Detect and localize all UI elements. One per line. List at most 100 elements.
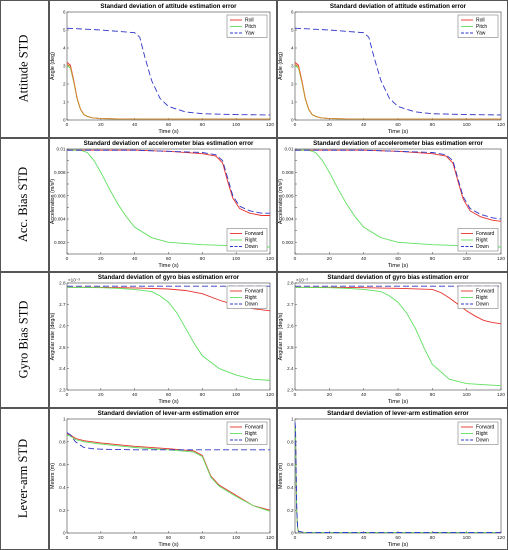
y-tick-label: 2.4 xyxy=(59,366,66,371)
legend-label: Right xyxy=(476,238,488,244)
y-tick-label: 2 xyxy=(63,82,66,87)
x-tick-label: 40 xyxy=(132,122,138,128)
y-axis-label: Acceleration (m/s²) xyxy=(278,179,284,224)
y-tick-label: 2.8 xyxy=(59,281,66,286)
x-tick-label: 120 xyxy=(266,256,274,262)
legend-label: Right xyxy=(476,295,488,301)
legend-label: Roll xyxy=(476,18,485,24)
y-tick-label: 0.01 xyxy=(57,147,66,152)
y-tick-label: 0.4 xyxy=(287,485,294,490)
x-axis-label: Time (s) xyxy=(388,399,408,405)
x-tick-label: 40 xyxy=(361,122,367,128)
x-tick-label: 80 xyxy=(430,256,436,262)
y-axis-label: Angular rate (deg/s) xyxy=(50,312,56,360)
x-tick-label: 100 xyxy=(232,392,240,398)
y-tick-label: 5 xyxy=(63,28,66,33)
chart-title: Standard deviation of gyro bias estimati… xyxy=(98,274,240,281)
chart-0: Standard deviation of attitude estimatio… xyxy=(50,3,274,135)
y-tick-label: 2.7 xyxy=(287,302,294,307)
chart-4: Standard deviation of gyro bias estimati… xyxy=(50,274,274,405)
series-line-right xyxy=(66,434,271,512)
legend-label: Forward xyxy=(476,289,495,295)
chart-title: Standard deviation of lever-arm estimati… xyxy=(327,410,469,417)
x-tick-label: 100 xyxy=(232,122,240,128)
y-tick-label: 0.004 xyxy=(54,217,66,222)
y-tick-label: 1 xyxy=(63,100,66,105)
legend-label: Down xyxy=(476,438,489,444)
y-tick-label: 2.8 xyxy=(287,281,294,286)
x-tick-label: 80 xyxy=(200,392,206,398)
x-tick-label: 0 xyxy=(294,535,297,541)
x-tick-label: 120 xyxy=(497,122,505,128)
x-axis-label: Time (s) xyxy=(158,129,178,135)
chart-title: Standard deviation of attitude estimatio… xyxy=(330,3,467,10)
x-tick-label: 100 xyxy=(232,535,240,541)
y-tick-label: 0.002 xyxy=(282,240,294,245)
x-tick-label: 0 xyxy=(294,256,297,262)
x-tick-label: 40 xyxy=(361,535,367,541)
legend-label: Pitch xyxy=(245,24,256,30)
x-tick-label: 0 xyxy=(66,256,69,262)
legend-label: Forward xyxy=(245,231,264,237)
y-tick-label: 4 xyxy=(291,46,294,51)
x-tick-label: 0 xyxy=(66,535,69,541)
y-tick-label: 1 xyxy=(291,100,294,105)
x-tick-label: 20 xyxy=(327,256,333,262)
y-tick-label: 2.4 xyxy=(287,366,294,371)
series-line-unnamed-3 xyxy=(66,63,270,120)
legend-label: Forward xyxy=(476,231,495,237)
x-tick-label: 40 xyxy=(361,256,367,262)
y-tick-label: 0 xyxy=(291,531,294,536)
y-tick-label: 6 xyxy=(63,10,66,15)
chart-5: Standard deviation of gyro bias estimati… xyxy=(278,274,505,405)
legend-box xyxy=(457,421,499,445)
x-axis-label: Time (s) xyxy=(158,263,178,269)
legend-label: Yaw xyxy=(245,31,255,37)
x-tick-label: 100 xyxy=(463,392,471,398)
series-line-down xyxy=(294,422,501,533)
y-tick-label: 2.6 xyxy=(287,323,294,328)
y-tick-label: 2.7 xyxy=(59,302,66,307)
x-tick-label: 120 xyxy=(497,256,505,262)
y-tick-label: 1 xyxy=(291,417,294,422)
y-axis-label: Angular rate (deg/s) xyxy=(278,312,284,360)
legend-label: Right xyxy=(245,431,257,437)
x-tick-label: 20 xyxy=(98,392,104,398)
y-tick-label: 1 xyxy=(63,417,66,422)
x-tick-label: 60 xyxy=(166,122,172,128)
x-tick-label: 60 xyxy=(395,122,401,128)
x-tick-label: 20 xyxy=(327,535,333,541)
y-tick-label: 0 xyxy=(63,531,66,536)
y-tick-label: 0.006 xyxy=(54,193,66,198)
legend-label: Forward xyxy=(245,425,264,431)
chart-title: Standard deviation of accelerometer bias… xyxy=(84,140,254,147)
legend-label: Down xyxy=(476,244,489,250)
legend-label: Pitch xyxy=(476,24,487,30)
legend-box xyxy=(226,228,268,252)
y-tick-label: 5 xyxy=(291,28,294,33)
y-tick-label: 0.6 xyxy=(59,462,66,467)
y-axis-label: Angle (deg) xyxy=(278,52,284,80)
x-tick-label: 100 xyxy=(463,122,471,128)
y-tick-label: 0 xyxy=(63,118,66,123)
x-tick-label: 100 xyxy=(463,256,471,262)
y-tick-label: 2.6 xyxy=(59,323,66,328)
y-tick-label: 3 xyxy=(291,64,294,69)
x-tick-label: 100 xyxy=(463,535,471,541)
x-tick-label: 40 xyxy=(132,392,138,398)
x-tick-label: 60 xyxy=(395,392,401,398)
chart-6: Standard deviation of lever-arm estimati… xyxy=(50,410,274,548)
x-axis-label: Time (s) xyxy=(388,542,408,548)
y-tick-exponent: ×10⁻³ xyxy=(68,278,80,283)
y-axis-label: Meters (m) xyxy=(50,463,56,489)
y-tick-label: 0.4 xyxy=(59,485,66,490)
chart-3: Standard deviation of accelerometer bias… xyxy=(278,140,505,269)
y-tick-label: 0.2 xyxy=(287,508,294,513)
legend-label: Roll xyxy=(245,18,254,24)
y-tick-label: 2 xyxy=(291,82,294,87)
x-tick-label: 120 xyxy=(266,392,274,398)
series-line-yaw xyxy=(66,27,271,116)
x-tick-label: 0 xyxy=(294,122,297,128)
x-tick-label: 60 xyxy=(395,535,401,541)
